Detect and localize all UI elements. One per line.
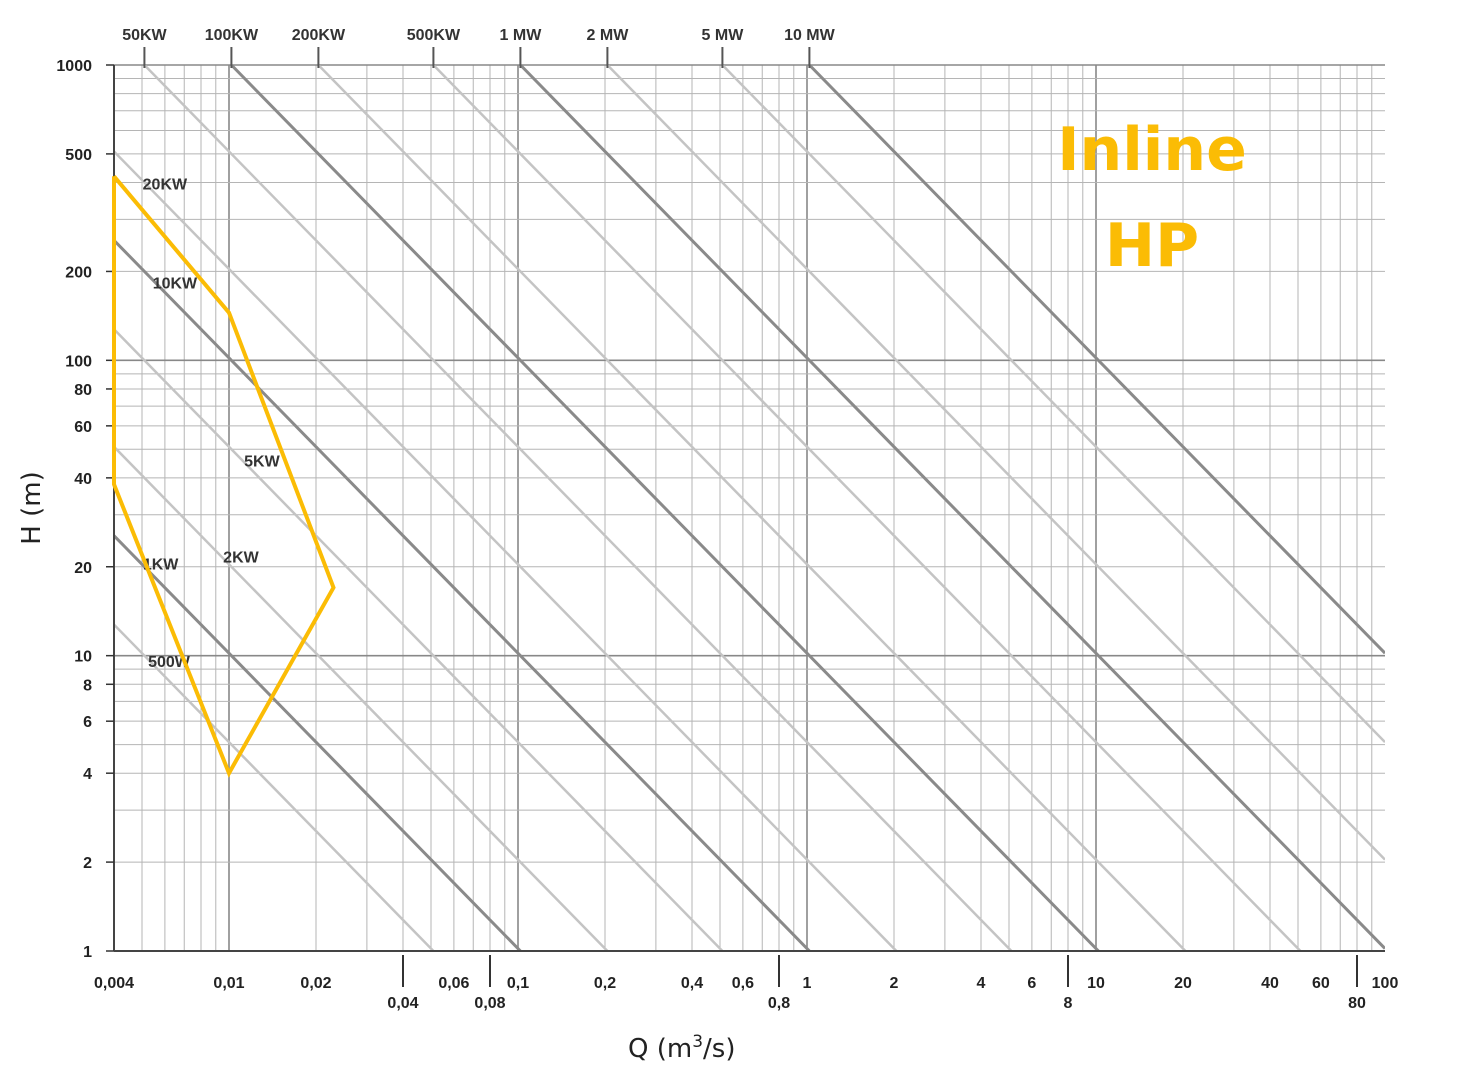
power-line-4	[114, 239, 811, 951]
power-line-6	[143, 65, 1013, 951]
x-tick-label: 0,06	[438, 975, 469, 992]
power-line-11	[606, 65, 1385, 861]
power-line-10	[519, 65, 1385, 950]
power-line-0	[114, 623, 435, 951]
x-axis-title: Q (m3/s)	[628, 1032, 735, 1064]
power-line-2	[114, 445, 609, 951]
y-tick-label: 200	[65, 264, 92, 281]
x-tick-label: 60	[1312, 975, 1330, 992]
power-line-9	[432, 65, 1302, 951]
y-tick-label: 1	[83, 944, 92, 961]
y-tick-label: 500	[65, 147, 92, 164]
power-label: 2 MW	[587, 27, 630, 44]
power-line-8	[317, 65, 1187, 951]
y-tick-label: 2	[83, 855, 92, 872]
power-line-12	[721, 65, 1385, 743]
power-line-1	[114, 534, 522, 951]
x-tick-label: 100	[1372, 975, 1399, 992]
power-label: 50KW	[122, 27, 167, 44]
y-tick-label: 40	[74, 471, 92, 488]
power-line-3	[114, 328, 724, 951]
x-tick-label-lower: 0,04	[387, 995, 418, 1012]
series-annotation-line1: Inline	[1057, 115, 1247, 185]
power-label: 10 MW	[784, 27, 836, 44]
y-tick-labels: 1000 500 200 100 80 60 40 20 10 8 6 4 2 1	[56, 58, 114, 961]
y-axis-title: H (m)	[17, 471, 47, 544]
y-tick-label: 10	[74, 649, 92, 666]
series-annotation-line2: HP	[1105, 211, 1199, 281]
power-label: 200KW	[292, 27, 346, 44]
power-label: 5KW	[244, 453, 280, 470]
y-tick-label: 8	[83, 677, 92, 694]
power-label: 100KW	[205, 27, 259, 44]
power-label: 500W	[148, 654, 191, 671]
x-tick-label: 0,004	[94, 975, 134, 992]
power-line-5	[114, 150, 898, 951]
x-tick-labels: 0,004 0,01 0,02 0,06 0,1 0,2 0,4 0,6 1 2 4 6 10 20 40 6…	[94, 955, 1398, 1012]
power-label: 10KW	[153, 276, 198, 293]
y-tick-label: 100	[65, 353, 92, 370]
power-label: 5 MW	[702, 27, 745, 44]
power-line-7	[230, 65, 1100, 951]
vertical-gridlines	[113, 65, 1373, 951]
power-labels: 500W 1KW 2KW 5KW 10KW 20KW 50KW 100KW 200KW 500KW…	[122, 27, 835, 671]
power-line-13	[808, 65, 1385, 655]
y-tick-label: 1000	[56, 58, 92, 75]
y-tick-label: 60	[74, 419, 92, 436]
x-tick-label: 0,02	[300, 975, 331, 992]
x-tick-label-lower: 0,8	[768, 995, 790, 1012]
y-tick-label: 4	[83, 766, 92, 783]
power-label: 2KW	[223, 550, 259, 567]
y-tick-label: 80	[74, 382, 92, 399]
series-layer	[112, 175, 336, 778]
x-tick-label: 2	[890, 975, 899, 992]
x-tick-label: 10	[1087, 975, 1105, 992]
power-lines	[114, 65, 1385, 951]
x-tick-label: 6	[1027, 975, 1036, 992]
y-tick-label: 20	[74, 560, 92, 577]
x-tick-label: 0,01	[213, 975, 244, 992]
x-tick-label: 4	[977, 975, 986, 992]
x-tick-label-lower: 8	[1064, 995, 1073, 1012]
x-tick-label: 40	[1261, 975, 1279, 992]
power-label: 500KW	[407, 27, 461, 44]
y-tick-label: 6	[83, 714, 92, 731]
series-outline-0	[112, 175, 336, 778]
x-tick-label: 0,1	[507, 975, 529, 992]
x-tick-label: 0,4	[681, 975, 703, 992]
x-tick-label: 0,2	[594, 975, 616, 992]
power-label: 1 MW	[500, 27, 543, 44]
x-tick-label: 0,6	[732, 975, 754, 992]
x-tick-label-lower: 80	[1348, 995, 1366, 1012]
power-label: 20KW	[143, 176, 188, 193]
x-tick-label: 1	[803, 975, 812, 992]
x-tick-label: 20	[1174, 975, 1192, 992]
power-label: 1KW	[143, 556, 179, 573]
x-tick-label-lower: 0,08	[474, 995, 505, 1012]
